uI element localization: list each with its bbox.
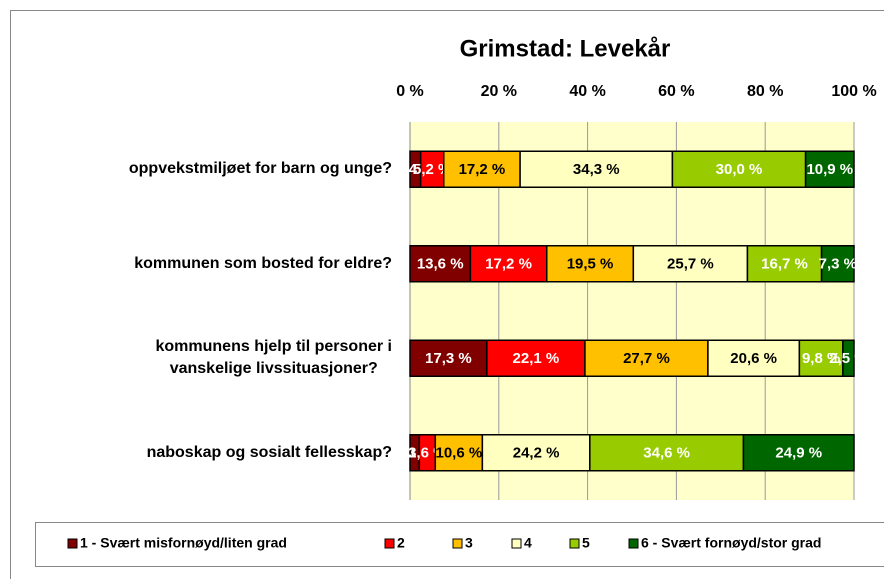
bar-segment [589, 434, 745, 472]
x-tick-label: 60 % [658, 83, 694, 100]
bar-segment [584, 339, 709, 377]
bar-segment [820, 245, 855, 283]
category-label: oppvekstmiljøet for barn og unge? [128, 160, 392, 178]
value-label: 27,7 % [623, 350, 670, 367]
value-label: 34,6 % [643, 445, 690, 462]
x-tick-label: 0 % [396, 83, 424, 100]
chart-title: Grimstad: Levekår [460, 35, 671, 62]
value-label: 7,3 % [819, 256, 857, 273]
bar-segment [742, 434, 855, 472]
value-label: 13,6 % [417, 256, 464, 273]
value-label: 10,9 % [806, 161, 853, 178]
value-label: 17,2 % [459, 161, 506, 178]
bar-segment [442, 150, 521, 188]
category-label: kommunen som bosted for eldre? [134, 254, 392, 272]
bar-segment [746, 245, 823, 283]
x-tick-label: 80 % [747, 83, 783, 100]
bar-segment [409, 339, 488, 377]
bar-segment [842, 339, 855, 377]
category-label: kommunens hjelp til personer i vanskelig… [155, 338, 393, 378]
value-label: 25,7 % [667, 256, 714, 273]
value-label: 2,5 % [829, 350, 867, 367]
legend-swatch [384, 538, 395, 549]
bar-segment [469, 245, 548, 283]
chart-border [10, 10, 884, 579]
legend-swatch [628, 538, 639, 549]
bar-segment [798, 339, 844, 377]
value-label: 20,6 % [730, 350, 777, 367]
value-label: 24,9 % [775, 445, 822, 462]
bar-segment [546, 245, 635, 283]
legend-swatch [67, 538, 78, 549]
legend-swatch [511, 538, 522, 549]
bar-segment [519, 150, 674, 188]
value-label: 22,1 % [513, 350, 560, 367]
bar-segment [632, 245, 749, 283]
x-tick-label: 100 % [831, 83, 876, 100]
value-label: 9,8 % [802, 350, 840, 367]
value-label: 34,3 % [573, 161, 620, 178]
bar-segment [707, 339, 801, 377]
value-label: 19,5 % [567, 256, 614, 273]
value-label: 10,6 % [435, 445, 482, 462]
category-label: naboskap og sosialt fellesskap? [146, 443, 392, 461]
legend-swatch [452, 538, 463, 549]
legend-label: 1 - Svært misfornøyd/liten grad [80, 535, 287, 551]
legend-label: 6 - Svært fornøyd/stor grad [641, 535, 821, 551]
legend-label: 2 [397, 535, 405, 551]
legend-label: 3 [465, 535, 473, 551]
value-label: 17,3 % [425, 350, 472, 367]
value-label: 17,2 % [485, 256, 532, 273]
bar-segment [434, 434, 484, 472]
bar-segment [486, 339, 586, 377]
bar-segment [804, 150, 855, 188]
value-label: 24,2 % [513, 445, 560, 462]
bar-segment [671, 150, 807, 188]
legend-label: 5 [582, 535, 590, 551]
x-tick-label: 40 % [569, 83, 605, 100]
value-label: 30,0 % [716, 161, 763, 178]
legend-swatch [569, 538, 580, 549]
bar-segment [409, 245, 472, 283]
x-tick-label: 20 % [481, 83, 517, 100]
legend-label: 4 [524, 535, 532, 551]
value-label: 16,7 % [761, 256, 808, 273]
value-label: 5,2 % [413, 161, 451, 178]
